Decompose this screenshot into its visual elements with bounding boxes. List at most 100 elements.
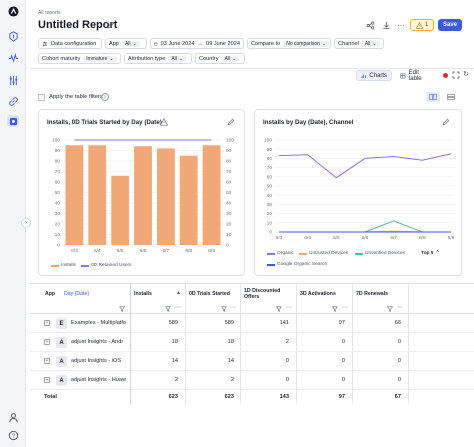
expand-sidebar-handle[interactable]: › (21, 218, 31, 228)
download-icon[interactable] (380, 19, 392, 31)
legend-item[interactable]: Unverified Devices (355, 251, 405, 256)
column-header-discounted[interactable]: 1D Discounted Offers (244, 287, 281, 300)
legend-item[interactable]: Organic (267, 251, 294, 256)
column-menu-icon[interactable]: ⋯ (230, 305, 236, 311)
side-by-side-view-icon[interactable] (426, 92, 440, 102)
charts-toggle-button[interactable]: Charts (356, 70, 392, 81)
settings-app-icon[interactable] (7, 115, 19, 127)
app-avatar: A (56, 356, 67, 367)
warning-icon[interactable] (159, 118, 169, 126)
compare-to-filter[interactable]: Compare to No comparison ⌄ (247, 38, 331, 49)
chart-plot-area[interactable]: 0 10 20 30 40 50 60 70 80 90 100 6/3 6/4 6/5 6/6 6/7 6/8… (255, 110, 463, 255)
chart-plot-area[interactable]: 0 0 10 10 20 20 30 30 40 40 50 50 60 60 70 70 80 80 90 90 10… (39, 110, 246, 260)
table-row[interactable]: + A adjust Insights - iOS 14 14 0 0 0 (30, 352, 474, 371)
edit-chart-pencil-icon[interactable] (227, 118, 235, 126)
filter-icon[interactable] (332, 306, 338, 312)
audio-wave-icon[interactable] (7, 52, 19, 64)
column-menu-icon[interactable]: ⋯ (342, 305, 348, 311)
column-menu-icon[interactable]: ⋯ (286, 305, 292, 311)
legend-item[interactable]: Untrusted Devices (299, 251, 348, 256)
refresh-icon[interactable]: ↻ (463, 71, 469, 78)
chevron-down-icon: ⌄ (321, 40, 327, 47)
trials-total: 623 (224, 394, 234, 400)
column-menu-icon[interactable]: ⋯ (397, 305, 403, 311)
filter-icon[interactable] (221, 306, 227, 312)
expand-row-icon[interactable]: + (44, 339, 50, 345)
date-range-picker[interactable]: 03 June 2024 → 09 June 2024 (150, 38, 244, 49)
top-n-select[interactable]: Top 5 ⌃ (421, 251, 439, 256)
total-label: Total (44, 394, 57, 400)
country-select[interactable]: All ⌄ (221, 55, 240, 62)
column-header-app[interactable]: App (45, 290, 56, 297)
y-right-tick-label: 90 (226, 148, 232, 154)
app-filter[interactable]: App All ⌄ (105, 38, 147, 49)
sort-desc-icon[interactable]: ▲ (176, 290, 181, 296)
legend-item[interactable]: Google Organic Search (267, 262, 327, 267)
date-end: 09 June 2024 (206, 40, 240, 47)
sliders-icon[interactable] (7, 74, 19, 86)
discounted-cell: 141 (279, 320, 289, 326)
edit-table-button[interactable]: Edit table (396, 69, 436, 82)
chart-title: Installs by Day (Date), Channel (263, 119, 354, 126)
adjust-logo-icon[interactable] (7, 5, 19, 17)
channel-filter[interactable]: Channel All ⌄ (334, 38, 384, 49)
cohort-maturity-select[interactable]: Immature ⌄ (83, 55, 117, 62)
alerts-button[interactable]: 1 (410, 19, 434, 31)
datascape-icon[interactable] (7, 30, 19, 42)
column-header-day[interactable]: Day (Date) (64, 290, 90, 297)
filter-icon[interactable] (119, 306, 125, 312)
calendar-icon (154, 41, 158, 46)
more-options-icon[interactable]: ··· (397, 20, 405, 30)
share-icon[interactable] (364, 19, 376, 31)
chart-icon (361, 73, 366, 78)
breadcrumb[interactable]: All reports (38, 10, 61, 16)
record-indicator-icon[interactable] (443, 73, 448, 78)
channel-select[interactable]: All ⌄ (361, 40, 380, 47)
edit-table-label: Edit table (408, 69, 422, 82)
table-row[interactable]: + E Examples - Multiplatfo 589 589 141 9… (30, 314, 474, 333)
cohort-maturity-label: Cohort maturity (42, 55, 81, 62)
expand-row-icon[interactable]: + (44, 358, 50, 364)
table-row[interactable]: + A adjust Insights - Huaw 2 2 0 0 0 (30, 371, 474, 390)
data-configuration-button[interactable]: Data configuration (38, 38, 102, 49)
country-filter[interactable]: Country All ⌄ (195, 53, 245, 64)
column-header-activations[interactable]: 3D Activations (300, 290, 336, 297)
y-tick-label: 90 (55, 148, 61, 154)
date-start: 03 June 2024 (160, 40, 195, 47)
expand-icon[interactable] (452, 71, 460, 79)
renewals-cell: 0 (397, 339, 401, 345)
table-row[interactable]: + A adjust Insights - Andr 18 18 2 0 0 (30, 333, 474, 352)
filter-icon[interactable] (165, 306, 171, 312)
save-button[interactable]: Save (438, 19, 462, 31)
y-right-tick-label: 0 (226, 243, 229, 249)
stacked-view-icon[interactable] (444, 92, 458, 102)
compare-to-select[interactable]: No comparison ⌄ (283, 40, 330, 47)
expand-row-icon[interactable]: + (44, 320, 50, 326)
x-tick-label: 6/3 (276, 235, 283, 241)
edit-chart-pencil-icon[interactable] (442, 118, 450, 126)
edit-title-pencil-icon[interactable] (107, 21, 115, 29)
filter-icon[interactable] (276, 306, 282, 312)
legend-item[interactable]: Installs (51, 263, 76, 268)
apply-table-filters-checkbox[interactable] (38, 94, 45, 101)
column-divider[interactable] (130, 284, 131, 404)
filter-icon[interactable] (387, 306, 393, 312)
column-header-renewals[interactable]: 7D Renewals (356, 290, 389, 297)
link-icon[interactable] (7, 95, 19, 107)
bar (65, 145, 84, 245)
app-filter-value-select[interactable]: All ⌄ (121, 40, 140, 47)
column-menu-icon[interactable]: ⋯ (175, 305, 181, 311)
info-icon[interactable]: i (101, 93, 109, 101)
y-tick-label: 70 (55, 169, 61, 175)
legend-item[interactable]: 0D Retained Users (81, 263, 132, 268)
renewals-cell: 66 (394, 320, 401, 326)
discounted-cell: 2 (285, 339, 289, 345)
user-icon[interactable] (7, 411, 19, 423)
attribution-type-select[interactable]: All ⌄ (168, 55, 187, 62)
cohort-maturity-filter[interactable]: Cohort maturity Immature ⌄ (38, 53, 121, 64)
column-header-trials[interactable]: 0D Trials Started (189, 290, 230, 297)
help-icon[interactable]: ? (7, 429, 19, 441)
attribution-type-filter[interactable]: Attribution type All ⌄ (124, 53, 192, 64)
expand-row-icon[interactable]: + (44, 377, 50, 383)
column-header-installs[interactable]: Installs (134, 290, 152, 297)
